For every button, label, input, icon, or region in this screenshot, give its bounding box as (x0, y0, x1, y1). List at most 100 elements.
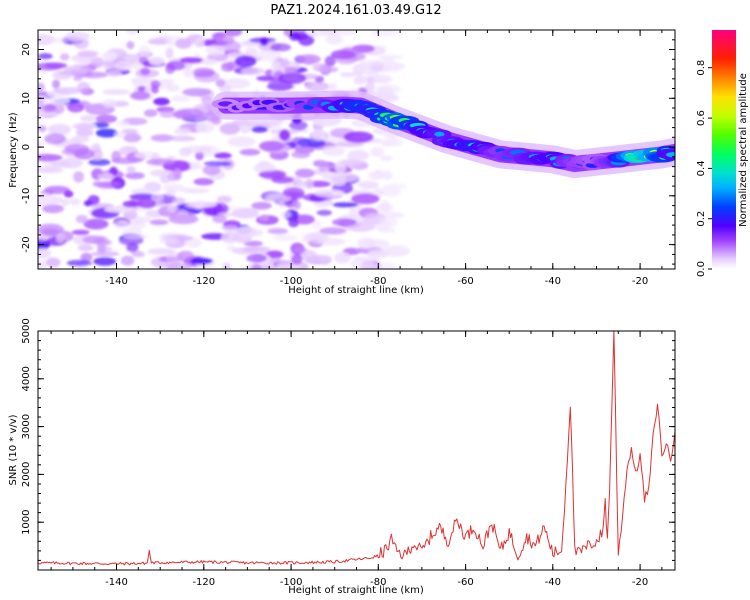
y-tick-label: 20 (21, 43, 32, 56)
noise-blob (224, 30, 243, 37)
noise-blob (149, 169, 175, 177)
noise-blob (347, 150, 370, 161)
noise-blob (202, 165, 221, 176)
noise-blob (72, 75, 83, 81)
noise-blob (39, 37, 67, 43)
noise-blob (332, 218, 357, 227)
noise-blob (259, 214, 270, 222)
noise-blob (52, 87, 83, 95)
noise-blob (222, 225, 239, 231)
noise-blob (373, 187, 385, 198)
noise-blob (38, 99, 44, 108)
noise-blob (364, 82, 375, 92)
noise-blob (122, 200, 138, 208)
noise-blob (294, 146, 315, 154)
noise-blob (153, 97, 170, 106)
noise-blob (87, 195, 100, 205)
noise-blob (151, 193, 164, 202)
noise-blob (79, 115, 97, 122)
noise-blob (359, 59, 385, 67)
noise-blob (101, 89, 131, 95)
noise-blob (130, 91, 151, 101)
noise-blob (288, 218, 299, 228)
noise-blob (312, 63, 330, 72)
x-tick-label: -60 (457, 276, 473, 287)
noise-blob (118, 238, 144, 246)
noise-blob (231, 247, 259, 255)
noise-blob (195, 122, 215, 133)
noise-blob (143, 109, 158, 117)
noise-blob (278, 263, 302, 269)
noise-blob (377, 86, 394, 97)
noise-blob (316, 209, 332, 216)
noise-blob (334, 252, 351, 264)
noise-blob (302, 254, 332, 263)
noise-blob (61, 199, 70, 207)
noise-blob (271, 176, 294, 184)
x-tick-label: -40 (545, 276, 561, 287)
noise-blob (91, 251, 120, 257)
noise-blob (113, 60, 133, 71)
noise-blob (378, 227, 396, 233)
noise-blob (241, 67, 266, 76)
noise-blob (306, 231, 329, 244)
noise-blob (125, 172, 145, 180)
noise-blob (214, 152, 232, 159)
noise-blob (101, 51, 118, 62)
y-tick-label: 0 (21, 144, 32, 150)
noise-blob (119, 219, 145, 225)
noise-blob (75, 214, 88, 224)
noise-blob (106, 69, 122, 77)
noise-blob (82, 235, 106, 244)
noise-blob (38, 82, 45, 92)
noise-blob (167, 204, 178, 213)
noise-blob (319, 30, 340, 36)
noise-blob (71, 135, 90, 143)
noise-blob (73, 171, 85, 183)
noise-blob (139, 56, 149, 65)
y-tick-label: -20 (21, 236, 32, 252)
noise-blob (75, 129, 94, 137)
noise-blob (64, 31, 91, 41)
signal-track (211, 90, 675, 179)
noise-blob (58, 70, 87, 76)
snr-x-ticks: -140 -120 -100 -80 -60 -40 -20 (50, 331, 663, 588)
noise-blob (246, 253, 267, 263)
y-tick-label: -10 (21, 188, 32, 204)
x-tick-label: -80 (370, 276, 386, 287)
noise-blob (380, 187, 401, 197)
noise-blob (255, 49, 282, 62)
noise-blob (75, 123, 95, 131)
chart-title: PAZ1.2024.161.03.49.G12 (270, 3, 441, 18)
noise-blob (183, 67, 194, 78)
noise-blob (55, 232, 66, 243)
noise-blob (91, 148, 103, 160)
x-tick-label: -100 (280, 276, 303, 287)
noise-blob (312, 219, 321, 230)
noise-blob (102, 58, 115, 71)
noise-blob (222, 262, 232, 269)
noise-blob (195, 36, 205, 48)
noise-blob (146, 158, 176, 166)
noise-blob (370, 77, 386, 84)
noise-blob (289, 31, 301, 41)
noise-blob (69, 198, 81, 206)
noise-blob (382, 136, 398, 147)
noise-blob (77, 50, 99, 57)
noise-blob (212, 214, 227, 224)
noise-blob (293, 246, 307, 253)
noise-blob (168, 135, 196, 142)
colorbar-tick-label: 0.6 (696, 110, 707, 126)
noise-blob (111, 150, 122, 162)
x-tick-label: -120 (192, 577, 215, 588)
noise-blob (179, 57, 204, 64)
colorbar-gradient (712, 30, 736, 269)
noise-blob (376, 202, 394, 213)
noise-blob (381, 54, 404, 60)
noise-blob (38, 53, 53, 60)
noise-blob (93, 257, 117, 266)
noise-blob (42, 204, 64, 214)
noise-blob (289, 120, 308, 131)
noise-blob (356, 180, 378, 188)
